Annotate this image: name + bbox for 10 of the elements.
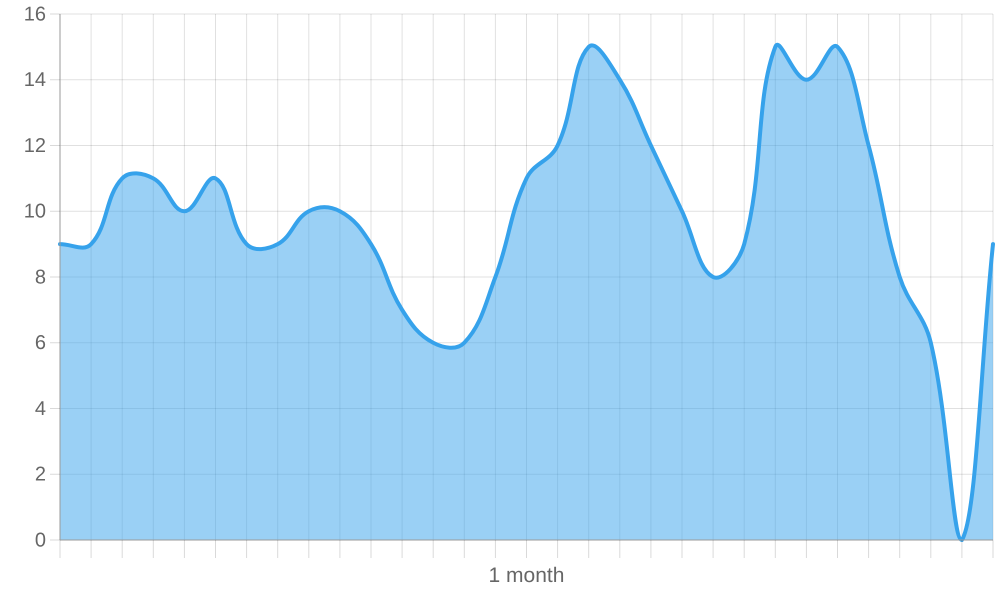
y-tick-label: 8 — [34, 266, 46, 288]
y-tick-label: 2 — [34, 464, 46, 486]
y-tick-label: 14 — [24, 69, 46, 92]
y-tick-label: 12 — [24, 134, 46, 157]
y-tick-label: 0 — [34, 529, 46, 552]
y-tick-label: 10 — [24, 200, 46, 223]
x-axis-title: 1 month — [488, 564, 564, 587]
y-tick-label: 4 — [34, 398, 46, 420]
y-tick-label: 16 — [24, 3, 46, 26]
y-tick-label: 6 — [34, 332, 46, 354]
